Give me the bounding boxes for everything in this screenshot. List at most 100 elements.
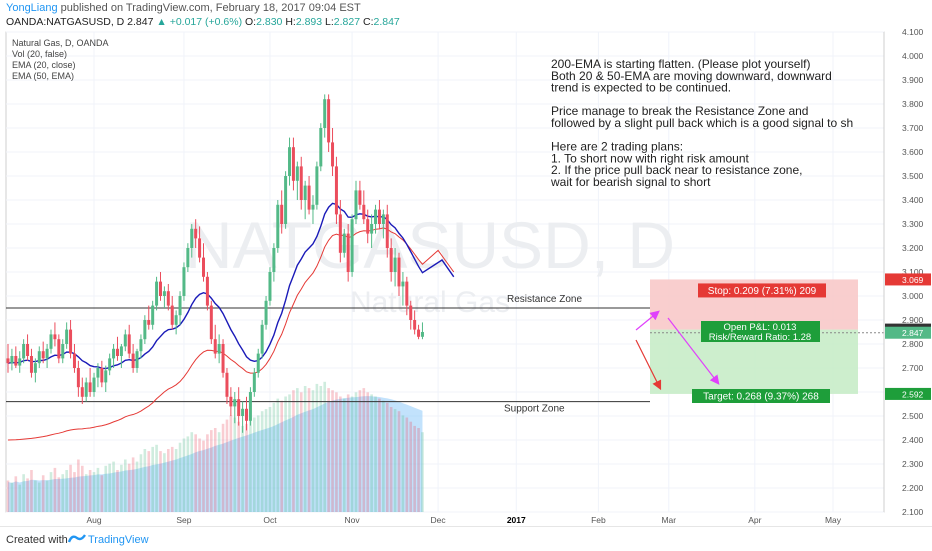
candle-body [178,296,182,316]
price-tick-label: 2.100 [902,507,924,517]
pullback-arrow [635,310,660,331]
candle-body [291,147,295,181]
stop-price-tag: 3.069 [902,275,924,285]
support-label: Support Zone [504,404,565,415]
candle-body [393,257,397,272]
candle-body [84,382,88,397]
volume-bar [335,392,338,512]
volume-bar [139,454,143,512]
volume-bar [77,459,80,512]
candle-body [370,224,374,234]
volume-bar [88,470,92,512]
indicator-legend[interactable]: EMA (20, close) [12,60,76,70]
candle-body [225,372,229,397]
price-axis[interactable] [884,32,932,512]
candle-body [323,99,327,128]
candle-body [69,329,73,354]
volume-bar [143,449,147,512]
volume-bar [65,470,68,512]
low-label: L: [325,16,334,28]
volume-bar [292,390,295,512]
volume-bar [315,383,319,512]
volume-bar [194,434,197,512]
volume-bar [34,480,37,512]
candle-body [362,204,366,220]
volume-bar [237,421,240,512]
candle-body [284,176,288,224]
analysis-note-line: trend is expected to be continued. [551,81,731,95]
candle-body [202,257,205,277]
candle-body [256,353,260,373]
time-tick-label: Aug [86,515,101,525]
price-tick-label: 4.100 [902,27,924,37]
volume-bar [296,388,299,512]
time-tick-label: Mar [661,515,676,525]
candle-body [338,214,342,253]
candle-body [65,329,69,344]
analysis-note-line: followed by a slight pull back which is … [551,116,853,130]
candle-body [115,348,119,356]
tradingview-link[interactable]: TradingView [88,534,149,546]
volume-bar [268,407,272,512]
author-link[interactable]: YongLiang [6,2,58,14]
target-price-tag: 2.592 [902,389,924,399]
volume-bar [96,467,100,512]
candle-body [26,344,30,356]
candle-body [22,344,26,359]
volume-bar [135,461,139,512]
stop-label-box [698,283,826,298]
volume-bar [382,400,385,512]
candle-body [276,204,280,248]
indicator-legend[interactable]: Vol (20, false) [12,49,67,59]
volume-bar [151,446,154,512]
indicator-legend[interactable]: EMA (50, EMA) [12,71,74,81]
candle-body [158,281,162,296]
volume-bar [276,398,280,512]
target-label-box [692,389,830,403]
volume-bar [358,390,362,512]
candle-body [10,356,14,364]
candle-body [397,257,401,287]
price-tick-label: 3.700 [902,123,924,133]
pnl-box [701,321,820,342]
candle-body [92,377,96,392]
candle-body [80,387,84,397]
watermark-symbol: NATGASUSD, D [185,208,675,282]
candle-body [198,238,202,258]
candle-body [37,351,41,364]
candle-body [217,344,221,354]
candle-body [342,233,346,253]
volume-bar [401,415,405,512]
price-tick-label: 2.400 [902,435,924,445]
volume-bar [108,463,111,512]
volume-bar [389,407,393,512]
time-tick-label: Dec [431,515,447,525]
candle-body [170,305,174,325]
candle-body [331,142,335,167]
candle-body [366,219,370,234]
projection-arrow [667,317,720,385]
series-title[interactable]: Natural Gas, D, OANDA [12,38,109,48]
candle-body [405,281,409,306]
volume-bar [405,417,409,512]
candle-body [72,353,76,368]
symbol-name[interactable]: OANDA:NATGASUSD, D [6,16,125,28]
time-tick-label: 2017 [507,515,526,525]
volume-bar [221,423,225,512]
volume-bar [41,475,45,512]
candle-body [311,204,315,210]
volume-bar [397,411,401,512]
candle-body [45,348,49,359]
candle-body [14,356,18,366]
candle-body [299,166,303,200]
volume-bar [49,472,53,512]
volume-bar [272,402,276,512]
volume-bar [69,464,72,512]
candle-body [288,147,292,176]
open-label: O: [245,16,257,28]
volume-bar [229,415,233,512]
volume-bar [253,417,256,512]
candle-body [350,219,354,272]
target-label: Target: 0.268 (9.37%) 268 [703,392,819,403]
